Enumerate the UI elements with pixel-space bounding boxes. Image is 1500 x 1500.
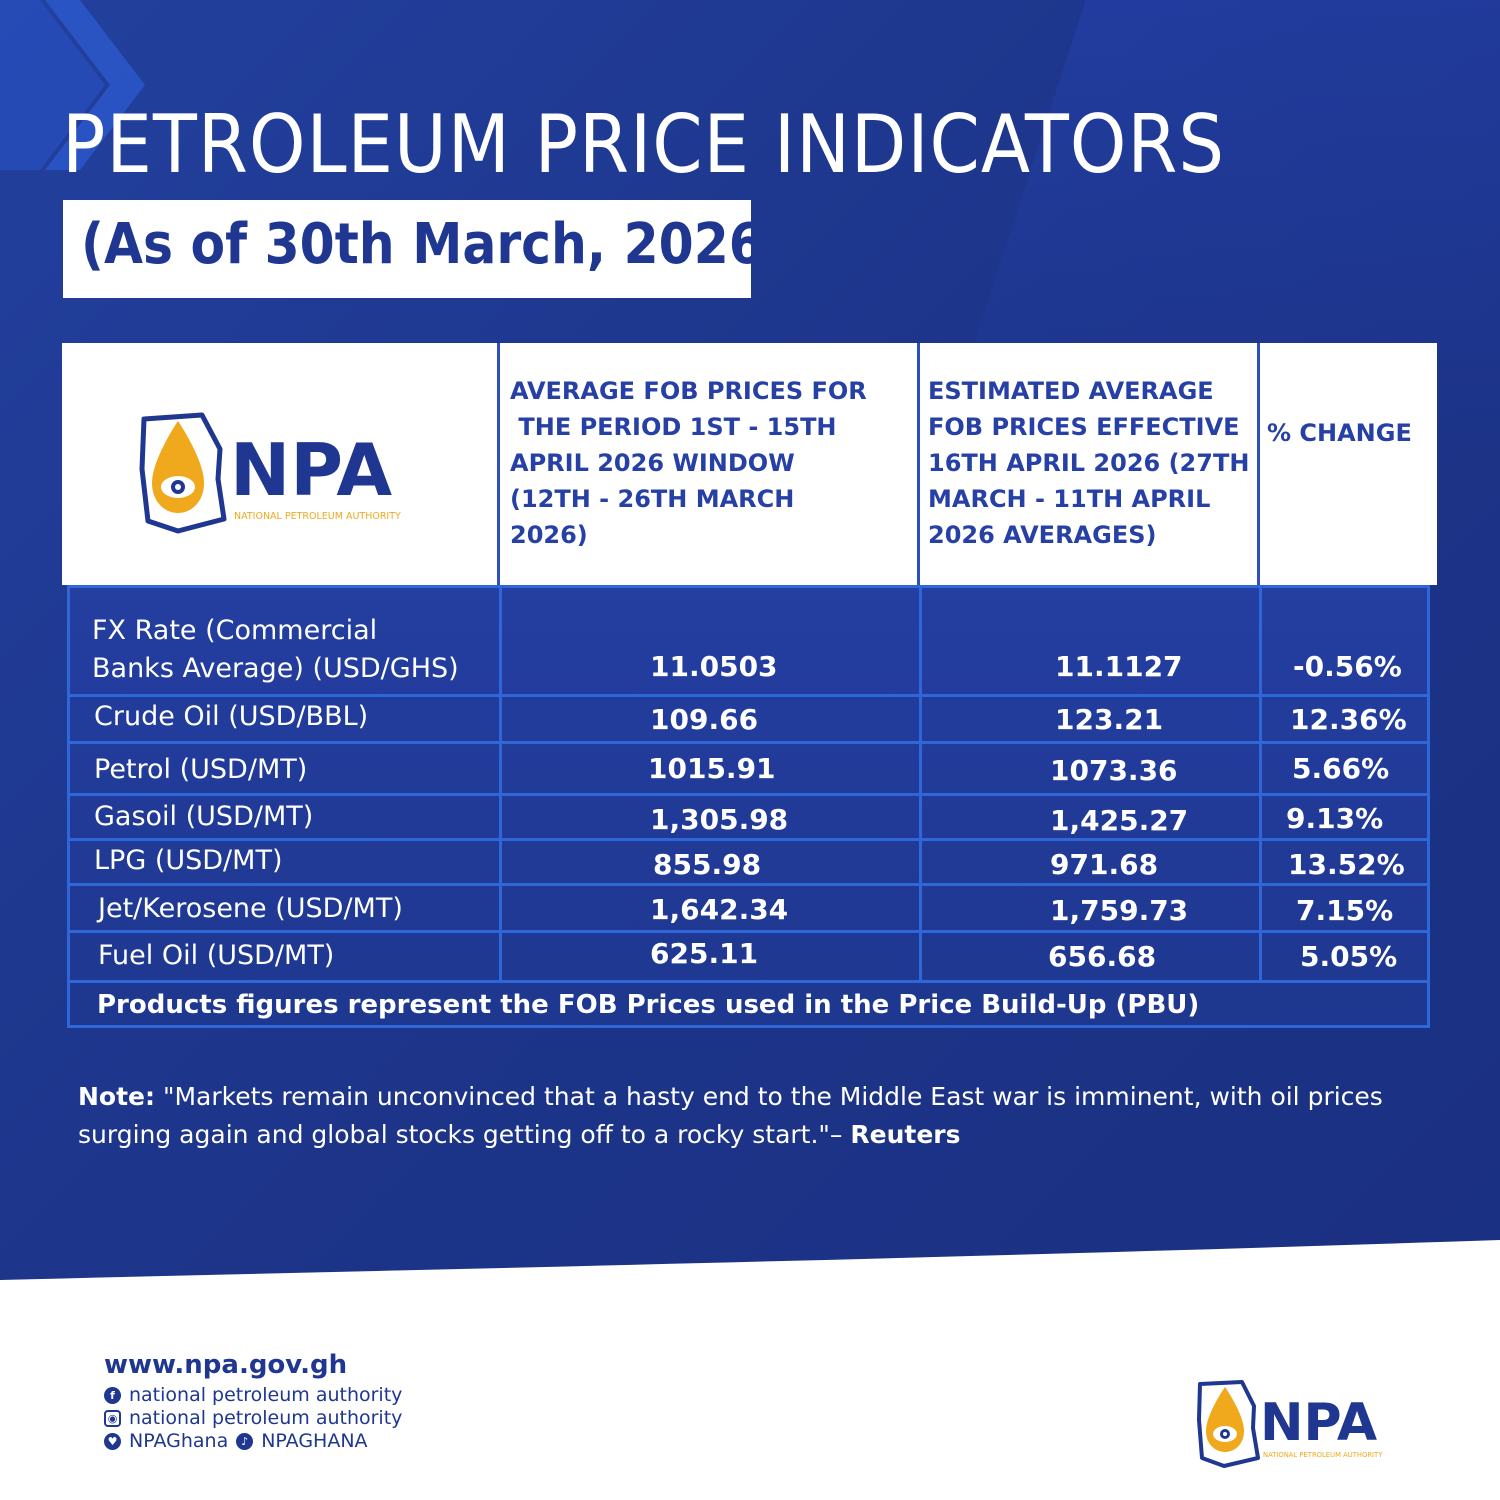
page-title: PETROLEUM PRICE INDICATORS [62,98,1226,191]
table-cell-avg: 1,305.98 [650,803,789,836]
tiktok-link[interactable]: NPAGHANA [261,1430,368,1452]
table-cell-est: 1,759.73 [1050,894,1189,927]
header-avg-fob: AVERAGE FOB PRICES FOR THE PERIOD 1ST - … [510,377,867,549]
twitter-link[interactable]: NPAGhana [129,1430,229,1452]
twitter-tiktok-links: ♥ NPAGhana ♪ NPAGHANA [104,1430,402,1453]
table-cell-avg: 1015.91 [648,752,776,785]
facebook-icon: f [104,1387,121,1404]
logo-text: NPA [230,428,392,512]
table-cell-avg: 109.66 [650,703,759,736]
table-row-label: Crude Oil (USD/BBL) [94,701,369,732]
table-cell-est: 971.68 [1050,848,1159,881]
note-text: "Markets remain unconvinced that a hasty… [78,1082,1383,1149]
footer-contacts: www.npa.gov.gh f national petroleum auth… [104,1350,402,1453]
table-cell-est: 656.68 [1048,940,1157,973]
logo-tagline: NATIONAL PETROLEUM AUTHORITY [234,511,401,522]
instagram-link[interactable]: ◉ national petroleum authority [104,1407,402,1430]
table-cell-change: -0.56% [1293,650,1402,683]
page-subtitle: (As of 30th March, 2026) [81,212,787,277]
table-row-label: Petrol (USD/MT) [94,754,308,785]
table-cell-avg: 1,642.34 [650,893,789,926]
table-cell-avg: 625.11 [650,937,759,970]
tiktok-icon: ♪ [236,1433,254,1450]
subtitle-box: (As of 30th March, 2026) [63,200,787,298]
table-cell-est: 123.21 [1055,703,1164,736]
note-source: Reuters [850,1120,961,1149]
table-cell-change: 7.15% [1296,894,1394,927]
table-cell-est: 1073.36 [1050,754,1178,787]
header-percent-change: % CHANGE [1267,419,1412,447]
table-row-label: Jet/Kerosene (USD/MT) [98,893,403,924]
table-row-label: Fuel Oil (USD/MT) [98,940,335,971]
table-cell-est: 11.1127 [1055,650,1183,683]
note-label: Note: [78,1082,156,1111]
header-divider [917,343,920,585]
twitter-icon: ♥ [104,1433,121,1450]
table-row-label: FX Rate (Commercial Banks Average) (USD/… [92,615,459,684]
header-divider [1257,343,1260,585]
table-cell-change: 5.66% [1292,752,1390,785]
table-cell-change: 12.36% [1290,703,1407,736]
table-cell-change: 13.52% [1288,848,1405,881]
table-footnote: Products figures represent the FOB Price… [97,990,1200,1020]
table-row-label: Gasoil (USD/MT) [94,801,314,832]
facebook-link[interactable]: f national petroleum authority [104,1384,402,1407]
price-table: FX Rate (Commercial Banks Average) (USD/… [67,585,1430,1028]
logo-footer-text: NPA [1260,1393,1377,1453]
npa-logo: NPA NATIONAL PETROLEUM AUTHORITY [139,412,401,534]
table-cell-avg: 855.98 [653,848,762,881]
table-row-label: LPG (USD/MT) [94,845,283,876]
table-cell-avg: 11.0503 [650,650,778,683]
logo-footer-tagline: NATIONAL PETROLEUM AUTHORITY [1263,1451,1383,1459]
npa-logo-footer: NPA NATIONAL PETROLEUM AUTHORITY [1197,1380,1383,1468]
header-divider [497,343,500,585]
chevron-decoration [0,0,145,170]
table-cell-est: 1,425.27 [1050,804,1189,837]
table-cell-change: 9.13% [1286,802,1384,835]
header-estimated-fob: ESTIMATED AVERAGE FOB PRICES EFFECTIVE 1… [928,377,1250,549]
website-link[interactable]: www.npa.gov.gh [104,1350,348,1380]
footer-background [0,1240,1500,1500]
instagram-icon: ◉ [104,1410,121,1427]
note: Note: "Markets remain unconvinced that a… [78,1078,1418,1154]
table-cell-change: 5.05% [1300,940,1398,973]
table-header: NPA NATIONAL PETROLEUM AUTHORITY AVERAGE… [62,343,1437,585]
